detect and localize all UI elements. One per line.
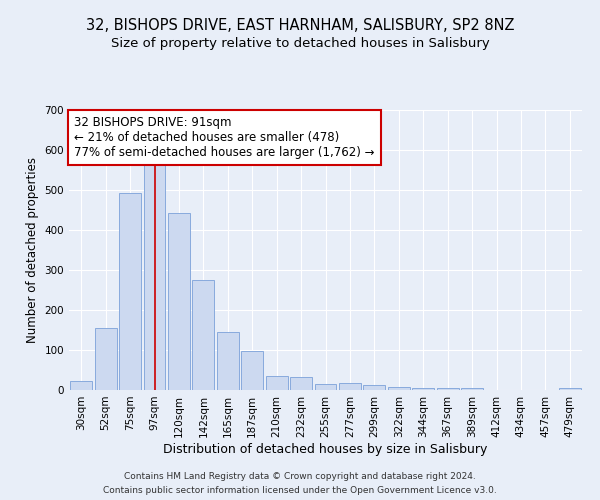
Bar (412, 388, 434, 390)
Bar (95, 328, 116, 390)
Bar (364, 385, 385, 390)
Bar (119, 193, 141, 390)
Bar (339, 383, 361, 390)
Bar (168, 213, 190, 390)
Text: Contains public sector information licensed under the Open Government Licence v3: Contains public sector information licen… (103, 486, 497, 495)
Bar (437, 388, 458, 390)
X-axis label: Distribution of detached houses by size in Salisbury: Distribution of detached houses by size … (163, 442, 488, 456)
Bar (70, 381, 92, 390)
Text: 32, BISHOPS DRIVE, EAST HARNHAM, SALISBURY, SP2 8NZ: 32, BISHOPS DRIVE, EAST HARNHAM, SALISBU… (86, 18, 514, 32)
Bar (266, 376, 287, 390)
Bar (388, 387, 410, 390)
Bar (314, 384, 337, 390)
Text: 32 BISHOPS DRIVE: 91sqm
← 21% of detached houses are smaller (478)
77% of semi-d: 32 BISHOPS DRIVE: 91sqm ← 21% of detache… (74, 116, 374, 158)
Bar (193, 280, 214, 390)
Y-axis label: Number of detached properties: Number of detached properties (26, 157, 39, 343)
Text: Contains HM Land Registry data © Crown copyright and database right 2024.: Contains HM Land Registry data © Crown c… (124, 472, 476, 481)
Bar (143, 163, 166, 390)
Bar (290, 377, 312, 390)
Bar (217, 332, 239, 390)
Bar (559, 388, 581, 390)
Bar (241, 351, 263, 390)
Text: Size of property relative to detached houses in Salisbury: Size of property relative to detached ho… (110, 38, 490, 51)
Bar (461, 388, 483, 390)
